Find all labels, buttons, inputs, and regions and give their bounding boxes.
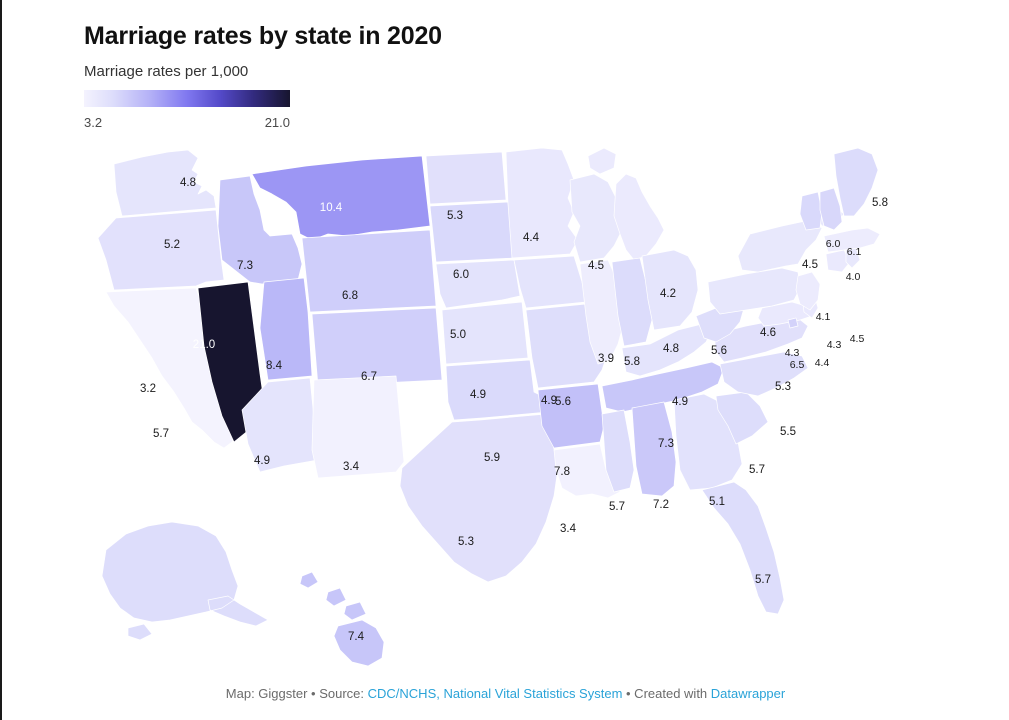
state-ia[interactable] [513, 255, 587, 309]
source-link[interactable]: CDC/NCHS, National Vital Statistics Syst… [367, 686, 623, 701]
state-label-la: 3.4 [560, 523, 577, 535]
state-mi[interactable] [587, 147, 665, 261]
state-nj[interactable] [795, 271, 821, 311]
state-ok[interactable] [445, 359, 549, 421]
state-nh[interactable] [819, 187, 843, 231]
state-la[interactable] [553, 443, 621, 499]
page-title: Marriage rates by state in 2020 [84, 22, 442, 50]
state-label-me: 5.8 [872, 197, 888, 209]
state-label-ny: 4.5 [802, 259, 818, 271]
state-pa[interactable] [707, 267, 801, 315]
states-layer [97, 147, 881, 667]
state-oh[interactable] [641, 249, 699, 331]
footer-prefix: Map: Giggster • Source: [225, 686, 368, 701]
state-ne[interactable] [435, 259, 521, 309]
state-label-de: 4.4 [815, 357, 830, 369]
state-or[interactable] [97, 209, 225, 291]
state-label-nc: 5.5 [780, 426, 796, 438]
state-label-ri: 4.5 [850, 333, 865, 345]
state-label-ma: 4.0 [846, 271, 861, 283]
state-ky[interactable] [621, 323, 713, 377]
legend-gradient-bar [84, 90, 290, 107]
datawrapper-link[interactable]: Datawrapper [710, 686, 786, 701]
state-ms[interactable] [601, 409, 635, 493]
state-wy[interactable] [301, 229, 437, 313]
state-label-ak: 5.7 [153, 428, 169, 440]
choropleth-map: 4.8 5.2 3.2 21.0 7.3 10.4 6.8 8.4 6.7 4.9 3.4 5.3 6.… [2, 130, 1009, 675]
state-label-nj: 4.1 [816, 311, 831, 323]
legend-min-label: 3.2 [84, 115, 103, 130]
state-me[interactable] [833, 147, 879, 217]
legend-max-label: 21.0 [264, 115, 290, 130]
state-label-al: 7.2 [653, 499, 669, 511]
state-wi[interactable] [569, 173, 627, 263]
state-in[interactable] [611, 257, 653, 347]
state-sc[interactable] [715, 391, 769, 445]
state-label-ms: 5.7 [609, 501, 625, 513]
footer-middle: • Created with [622, 686, 711, 701]
state-sd[interactable] [429, 201, 515, 263]
state-wa[interactable] [113, 149, 217, 217]
state-ak[interactable] [101, 521, 269, 641]
state-nc[interactable] [719, 351, 809, 397]
state-nd[interactable] [425, 151, 507, 205]
state-ar[interactable] [537, 383, 605, 449]
state-az[interactable] [241, 377, 319, 473]
state-hi[interactable] [299, 571, 385, 667]
color-legend: 3.2 21.0 [84, 90, 290, 133]
state-ri[interactable] [845, 247, 861, 269]
state-dc[interactable] [787, 317, 799, 329]
state-vt[interactable] [799, 191, 823, 231]
state-co[interactable] [311, 307, 443, 387]
state-ma[interactable] [823, 227, 881, 253]
state-tx[interactable] [399, 413, 559, 583]
state-label-ct: 4.3 [827, 339, 842, 351]
state-label-ca: 3.2 [140, 383, 156, 395]
state-nm[interactable] [311, 375, 405, 479]
state-mt[interactable] [251, 155, 431, 241]
state-md[interactable] [757, 301, 813, 327]
state-al[interactable] [631, 401, 677, 497]
state-ut[interactable] [259, 277, 313, 381]
state-mn[interactable] [505, 147, 579, 259]
state-ks[interactable] [441, 301, 529, 365]
state-id[interactable] [217, 175, 303, 285]
footer-credits: Map: Giggster • Source: CDC/NCHS, Nation… [2, 686, 1009, 701]
state-label-sc: 5.7 [749, 464, 765, 476]
chart-subtitle: Marriage rates per 1,000 [84, 63, 249, 80]
us-states-svg: 4.85.23.221.07.310.46.88.46.74.9 3.45.36.… [97, 147, 888, 667]
state-fl[interactable] [701, 481, 785, 615]
